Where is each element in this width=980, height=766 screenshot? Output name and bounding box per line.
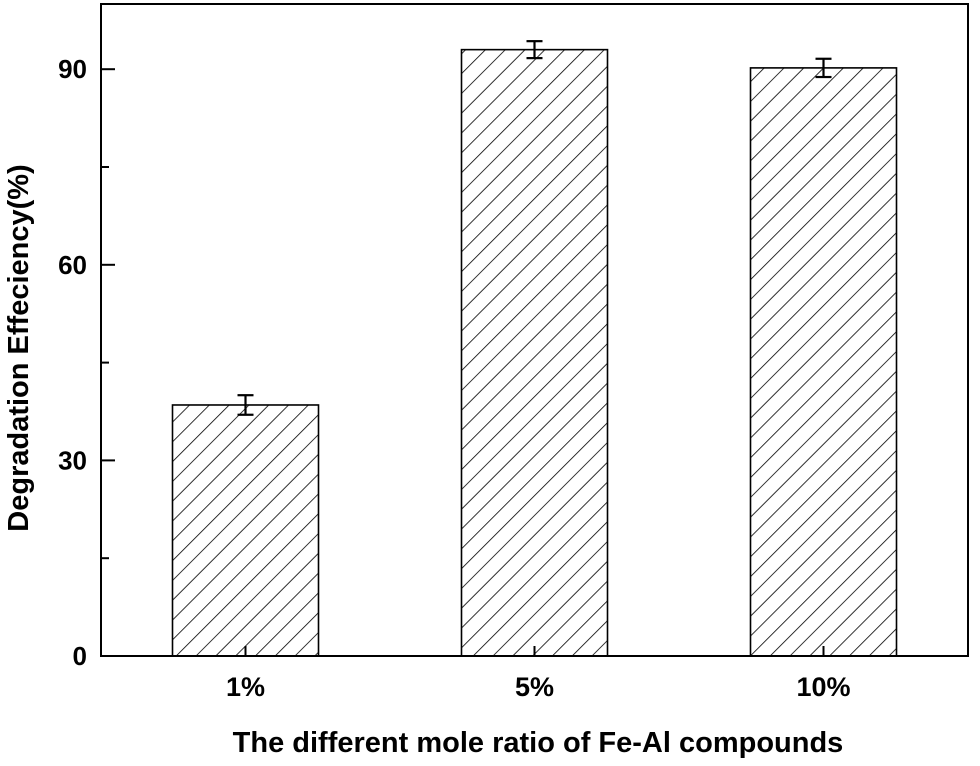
y-tick-label: 90 bbox=[58, 54, 87, 84]
bars-layer bbox=[171, 48, 898, 657]
y-axis-title: Degradation Effeciency(%) bbox=[3, 164, 35, 531]
x-tick-label-1: 1% bbox=[226, 672, 265, 702]
x-axis-category-labels: 1% 5% 10% bbox=[226, 672, 851, 702]
y-tick-label: 30 bbox=[58, 445, 87, 475]
bar-2 bbox=[460, 48, 609, 657]
bar-3 bbox=[749, 67, 898, 657]
y-tick-label: 60 bbox=[58, 250, 87, 280]
error-bar-2 bbox=[526, 40, 543, 60]
error-bar-3 bbox=[815, 57, 832, 79]
y-axis-tick-labels: 0 30 60 90 bbox=[58, 54, 87, 671]
x-tick-label-3: 10% bbox=[796, 672, 850, 702]
bar-1 bbox=[171, 404, 320, 657]
x-tick-label-2: 5% bbox=[515, 672, 554, 702]
y-tick-label: 0 bbox=[73, 641, 87, 671]
y-axis-ticks bbox=[101, 68, 825, 657]
x-axis-title: The different mole ratio of Fe-Al compou… bbox=[233, 727, 844, 759]
error-bars-layer bbox=[237, 40, 832, 416]
error-bar-1 bbox=[237, 394, 254, 416]
